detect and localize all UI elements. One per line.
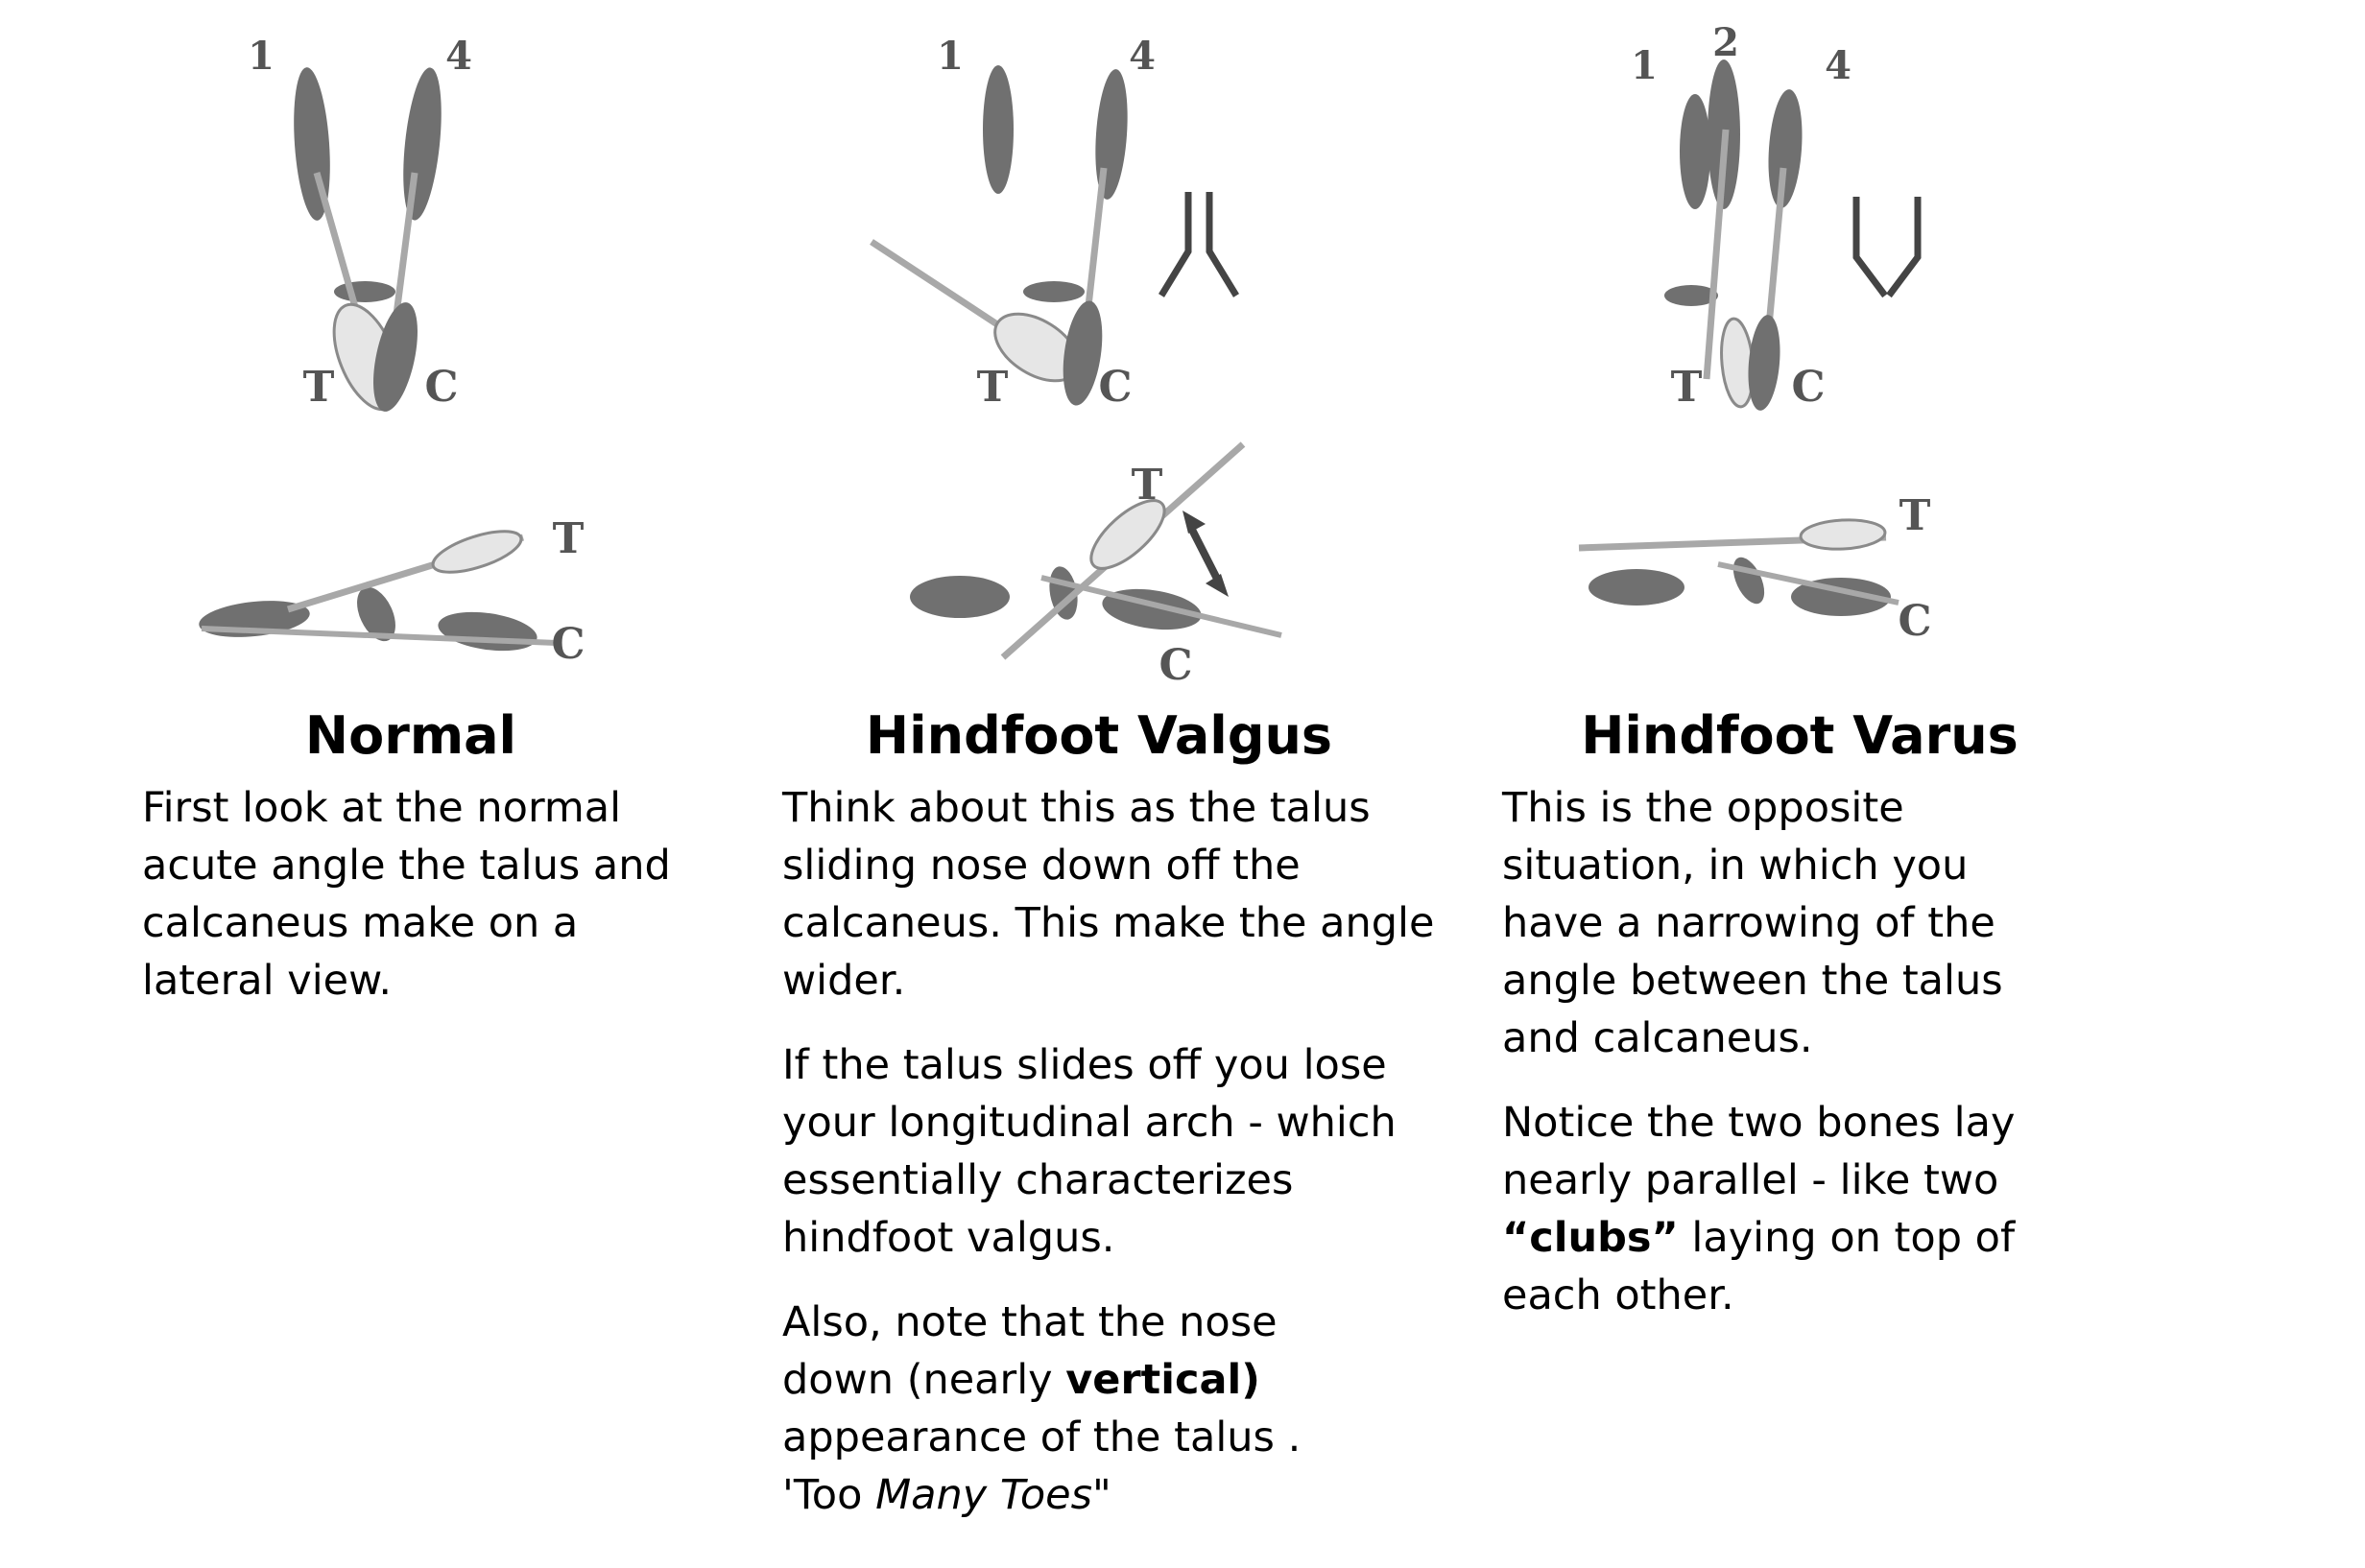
- normal-metatarsal-1: [294, 67, 330, 221]
- normal-lat-label-t: T: [553, 514, 585, 563]
- valgus-p3-pre: Also, note that the nose down (nearly: [782, 1298, 1278, 1404]
- valgus-lat-talus: [1089, 499, 1166, 570]
- valgus-label-c: C: [1098, 363, 1132, 412]
- varus-lat-calcaneal-axis: [1717, 561, 1899, 606]
- normal-midfoot-bone: [334, 281, 395, 302]
- valgus-lat-calcaneal-axis: [1040, 575, 1282, 638]
- normal-label-1: 1: [248, 34, 275, 79]
- valgus-label-1: 1: [937, 34, 964, 79]
- varus-paragraph-1: This is the opposite situation, in which…: [1502, 784, 2003, 1062]
- varus-lat-label-c: C: [1898, 597, 1931, 646]
- normal-description: First look at the normal acute angle the…: [142, 779, 680, 1036]
- valgus-ap-view: 1 4 T C: [870, 34, 1239, 412]
- normal-calcaneus: [373, 302, 418, 412]
- valgus-metatarsal-4: [1095, 69, 1128, 200]
- normal-metatarsal-4: [403, 67, 442, 221]
- varus-ap-view: 1 2 4 T C: [1631, 20, 1922, 412]
- normal-label-c: C: [424, 363, 458, 412]
- varus-label-1: 1: [1631, 43, 1658, 88]
- varus-calcaneus: [1748, 315, 1780, 411]
- varus-p2-pre: Notice the two bones lay nearly parallel…: [1502, 1099, 2016, 1204]
- valgus-lat-label-c: C: [1159, 641, 1192, 690]
- valgus-lateral-view: T C: [910, 441, 1282, 690]
- varus-p2-post: laying on top of each other.: [1502, 1214, 2016, 1319]
- normal-lat-talus: [431, 530, 523, 574]
- valgus-metatarsal-1: [983, 65, 1014, 194]
- normal-label-t: T: [303, 363, 335, 412]
- valgus-divergent-angle-icon: [1159, 192, 1239, 297]
- varus-label-t: T: [1671, 363, 1703, 412]
- varus-lat-label-t: T: [1899, 491, 1931, 540]
- normal-lat-calcaneal-axis: [201, 626, 558, 646]
- normal-title: Normal: [304, 705, 517, 766]
- valgus-p3-bold: vertical): [1065, 1356, 1260, 1404]
- valgus-title: Hindfoot Valgus: [865, 705, 1333, 766]
- normal-ap-view: 1 4 T C: [248, 34, 472, 412]
- valgus-paragraph-1: Think about this as the talus sliding no…: [782, 784, 1435, 1005]
- valgus-calcaneus: [1063, 300, 1103, 406]
- varus-paragraph-2: Notice the two bones lay nearly parallel…: [1502, 1094, 2068, 1324]
- normal-lateral-view: T C: [199, 514, 585, 669]
- valgus-p3-mid: appearance of the talus . 'Too: [782, 1414, 1302, 1519]
- varus-lateral-view: T C: [1578, 491, 1932, 646]
- normal-paragraph: First look at the normal acute angle the…: [142, 784, 671, 1005]
- normal-lat-cuboid: [357, 586, 395, 642]
- normal-lat-label-c: C: [551, 620, 585, 669]
- normal-lat-metatarsal: [438, 611, 538, 652]
- foot-alignment-diagrams: 1 4 T C T C 1 4 T C: [199, 20, 1932, 690]
- valgus-p3-italic: Many Toes": [875, 1471, 1111, 1519]
- valgus-lat-calcaneus: [1102, 588, 1202, 630]
- varus-metatarsal-1: [1680, 94, 1710, 209]
- valgus-double-arrow: [1182, 511, 1229, 597]
- valgus-label-t: T: [977, 363, 1009, 412]
- varus-p2-bold: “clubs”: [1502, 1214, 1679, 1262]
- varus-label-2: 2: [1712, 20, 1739, 65]
- varus-metatarsal-4: [1768, 89, 1803, 208]
- valgus-paragraph-3: Also, note that the nose down (nearly ve…: [782, 1294, 1320, 1524]
- varus-title: Hindfoot Varus: [1581, 705, 2019, 766]
- varus-midfoot-bone: [1664, 285, 1718, 306]
- varus-description: This is the opposite situation, in which…: [1502, 779, 2068, 1351]
- valgus-lat-label-t: T: [1132, 461, 1163, 510]
- valgus-paragraph-2: If the talus slides off you lose your lo…: [782, 1041, 1397, 1262]
- valgus-description: Think about this as the talus sliding no…: [782, 779, 1445, 1551]
- valgus-label-4: 4: [1129, 34, 1156, 79]
- varus-label-c: C: [1791, 363, 1825, 412]
- varus-lat-calcaneus-posterior: [1589, 569, 1684, 606]
- varus-convergent-angle-icon: [1852, 197, 1922, 298]
- valgus-lat-calcaneus-posterior: [910, 576, 1010, 618]
- varus-lat-talus: [1799, 518, 1887, 551]
- valgus-midfoot-bone: [1023, 281, 1085, 302]
- varus-label-4: 4: [1825, 43, 1851, 88]
- varus-lat-cuboid: [1732, 557, 1765, 605]
- varus-talus-axis: [1703, 129, 1730, 380]
- normal-label-4: 4: [445, 34, 472, 79]
